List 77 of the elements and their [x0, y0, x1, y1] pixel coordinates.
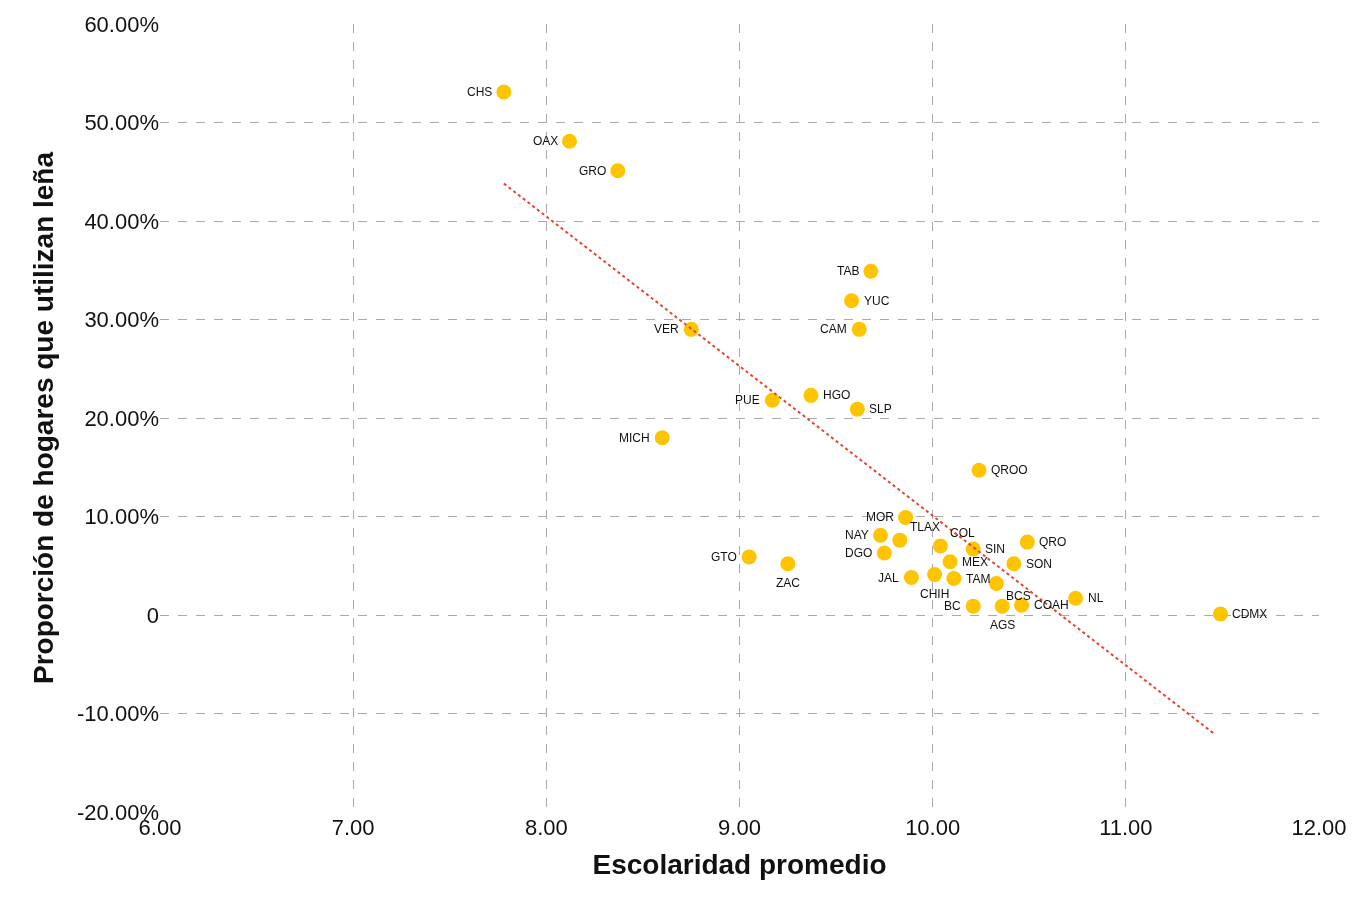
annotation: PUE: [735, 393, 760, 407]
x-tick-label: 11.00: [1099, 815, 1153, 840]
point: [927, 567, 943, 583]
point: [1068, 590, 1084, 606]
annotation: ZAC: [776, 576, 801, 590]
point: [496, 84, 512, 100]
point: [654, 430, 670, 446]
annotation: GTO: [711, 550, 737, 564]
y-tick-label: 60.00%: [84, 11, 159, 37]
annotation: OAX: [533, 134, 559, 148]
point: [851, 321, 867, 337]
x-tick-label: 12.00: [1291, 815, 1347, 840]
point: [1006, 556, 1022, 572]
annotation: CDMX: [1232, 607, 1268, 621]
point: [1019, 534, 1035, 550]
point: [683, 321, 699, 337]
annotation: SON: [1026, 557, 1053, 571]
x-axis-title: Escolaridad promedio: [592, 849, 887, 881]
y-tick-label: 50.00%: [84, 110, 159, 136]
point: [610, 163, 626, 179]
annotation: NL: [1088, 591, 1104, 605]
annotation: GRO: [579, 164, 607, 178]
annotation: MICH: [619, 431, 650, 445]
annotation: AGS: [990, 618, 1016, 632]
y-tick-label: 20.00%: [84, 405, 159, 431]
annotation: VER: [654, 322, 680, 336]
annotation: QROO: [991, 463, 1028, 477]
annotation: NAY: [845, 528, 869, 542]
point: [876, 545, 892, 561]
point: [994, 598, 1010, 614]
annotation: COAH: [1034, 598, 1069, 612]
y-tick-label: 10.00%: [84, 504, 159, 530]
annotation: MOR: [866, 510, 895, 524]
point: [932, 538, 948, 554]
annotation: TAB: [837, 264, 860, 278]
annotation: JAL: [878, 571, 899, 585]
x-tick-label: 10.00: [905, 815, 961, 840]
annotation: CAM: [820, 322, 847, 336]
annotation: CHIH: [920, 587, 950, 601]
point: [946, 571, 962, 587]
x-tick-label: 9.00: [718, 815, 761, 840]
annotation: MEX: [962, 555, 989, 569]
y-tick-label: 30.00%: [84, 307, 159, 333]
point: [803, 387, 819, 403]
point: [780, 556, 796, 572]
point: [863, 263, 879, 279]
y-tick-label: 40.00%: [84, 208, 159, 234]
point: [965, 598, 981, 614]
annotation: BC: [944, 599, 961, 613]
annotation: CHS: [467, 85, 493, 99]
annotation: SLP: [869, 402, 892, 416]
annotation: TLAX: [910, 520, 941, 534]
y-tick-label: 0: [146, 602, 159, 628]
x-tick-label: 8.00: [524, 815, 568, 840]
point: [849, 401, 865, 417]
point: [764, 392, 780, 408]
point: [741, 549, 757, 565]
point: [892, 532, 908, 548]
y-tick-label: -10.00%: [77, 701, 159, 727]
annotation: SIN: [985, 542, 1006, 556]
point: [844, 293, 860, 309]
annotation: QRO: [1039, 535, 1067, 549]
point: [942, 554, 958, 570]
point: [562, 133, 578, 149]
point: [1213, 606, 1228, 622]
point: [873, 527, 889, 543]
annotation: HGO: [823, 388, 851, 402]
annotation: BCS: [1006, 589, 1031, 603]
annotation: TAM: [966, 572, 991, 586]
y-axis-title: Proporción de hogares que utilizan leña: [27, 151, 59, 685]
annotation: YUC: [864, 294, 890, 308]
point: [971, 462, 987, 478]
point: [903, 570, 919, 586]
annotation: DGO: [845, 546, 873, 560]
point: [988, 575, 1004, 591]
annotation: COL: [950, 526, 975, 540]
x-tick-label: 7.00: [331, 815, 375, 840]
